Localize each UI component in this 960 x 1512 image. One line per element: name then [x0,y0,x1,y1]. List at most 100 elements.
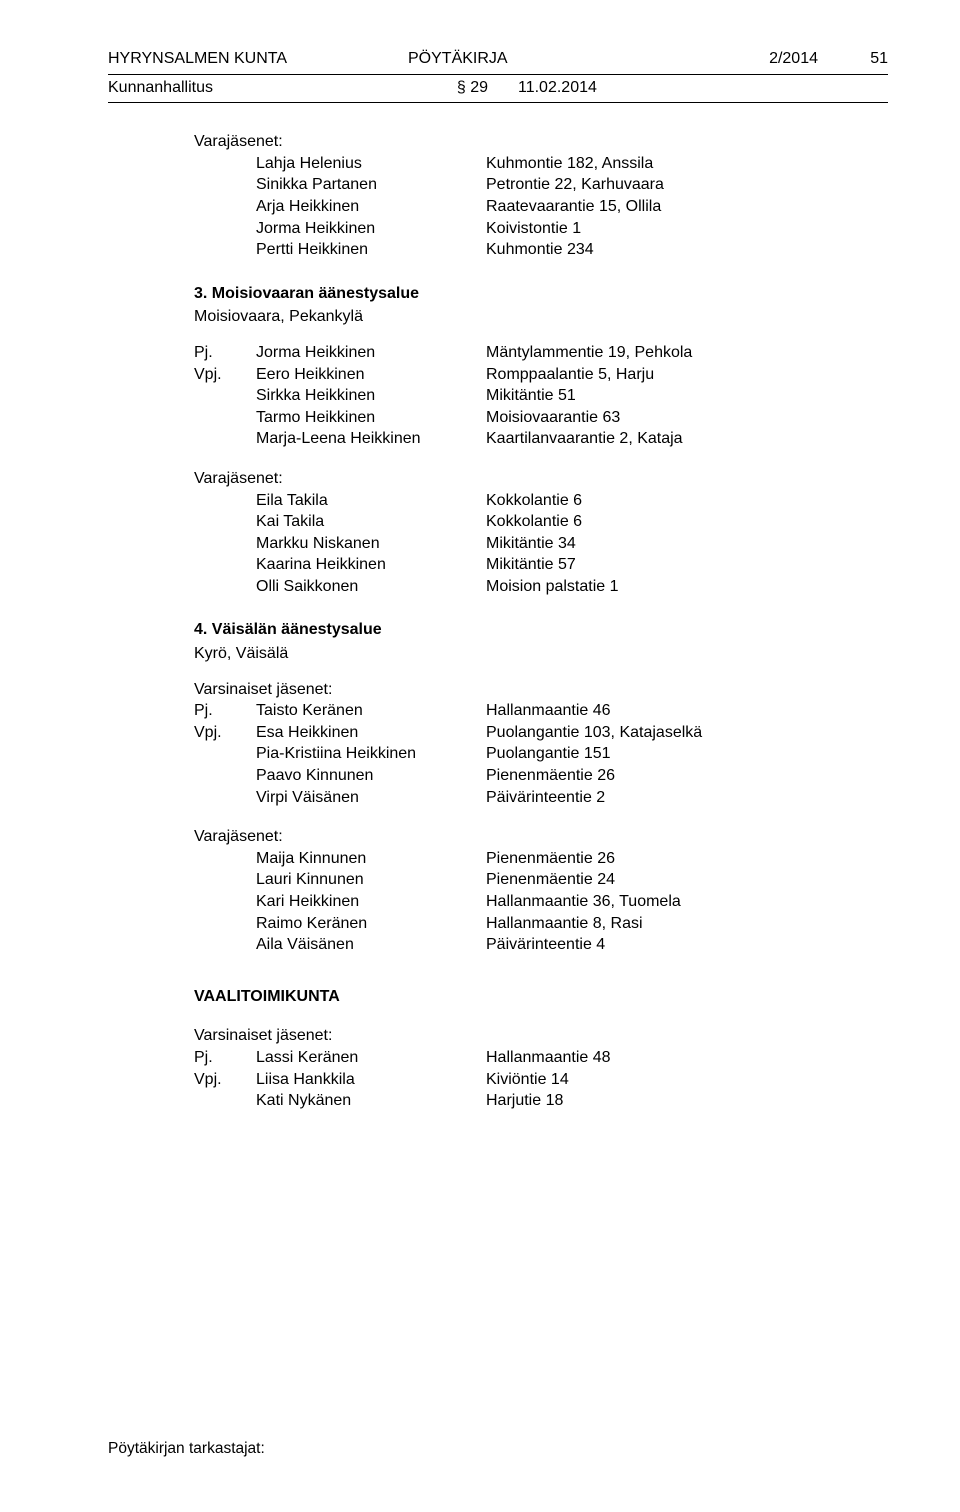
member-name: Virpi Väisänen [256,787,486,809]
section-title: 3. Moisiovaaran äänestysalue [194,283,888,305]
list-item: Maija KinnunenPienenmäentie 26 [194,848,888,870]
member-addr: Pienenmäentie 26 [486,848,888,870]
list-item: Eila TakilaKokkolantie 6 [194,490,888,512]
member-addr: Kokkolantie 6 [486,511,888,533]
member-addr: Hallanmaantie 46 [486,700,888,722]
member-addr: Päivärinteentie 4 [486,934,888,956]
member-addr: Kuhmontie 182, Anssila [486,153,888,175]
list-item: Olli SaikkonenMoision palstatie 1 [194,576,888,598]
varajasenet-top: Varajäsenet: Lahja HeleniusKuhmontie 182… [194,131,888,261]
member-name: Sirkka Heikkinen [256,385,486,407]
member-addr: Petrontie 22, Karhuvaara [486,174,888,196]
list-item: Pj.Taisto KeränenHallanmaantie 46 [194,700,888,722]
member-addr: Harjutie 18 [486,1090,888,1112]
list-item: Lauri KinnunenPienenmäentie 24 [194,869,888,891]
subheader-body: Kunnanhallitus [108,77,398,99]
member-addr: Kaartilanvaarantie 2, Kataja [486,428,888,450]
member-name: Jorma Heikkinen [256,342,486,364]
member-addr: Moision palstatie 1 [486,576,888,598]
member-name: Kai Takila [256,511,486,533]
member-name: Sinikka Partanen [256,174,486,196]
section-subtitle: Kyrö, Väisälä [194,643,888,665]
list-item: Markku NiskanenMikitäntie 34 [194,533,888,555]
list-item: Arja HeikkinenRaatevaarantie 15, Ollila [194,196,888,218]
member-name: Eero Heikkinen [256,364,486,386]
member-name: Marja-Leena Heikkinen [256,428,486,450]
member-addr: Romppaalantie 5, Harju [486,364,888,386]
varsinaiset-label: Varsinaiset jäsenet: [194,679,888,701]
member-addr: Pienenmäentie 26 [486,765,888,787]
member-role: Pj. [194,1047,256,1069]
header-row: HYRYNSALMEN KUNTA PÖYTÄKIRJA 2/2014 51 [108,48,888,70]
member-name: Pertti Heikkinen [256,239,486,261]
vara-label: Varajäsenet: [194,468,888,490]
list-item: Kati NykänenHarjutie 18 [194,1090,888,1112]
member-addr: Hallanmaantie 36, Tuomela [486,891,888,913]
member-addr: Kiviöntie 14 [486,1069,888,1091]
member-name: Paavo Kinnunen [256,765,486,787]
member-role [194,743,256,765]
header-num: 2/2014 [688,48,818,70]
member-addr: Päivärinteentie 2 [486,787,888,809]
member-addr: Puolangantie 151 [486,743,888,765]
member-addr: Mikitäntie 57 [486,554,888,576]
member-name: Jorma Heikkinen [256,218,486,240]
member-addr: Mikitäntie 34 [486,533,888,555]
member-name: Kati Nykänen [256,1090,486,1112]
list-item: Tarmo HeikkinenMoisiovaarantie 63 [194,407,888,429]
list-item: Raimo KeränenHallanmaantie 8, Rasi [194,913,888,935]
member-addr: Mäntylammentie 19, Pehkola [486,342,888,364]
member-name: Arja Heikkinen [256,196,486,218]
list-item: Pia-Kristiina HeikkinenPuolangantie 151 [194,743,888,765]
member-name: Kari Heikkinen [256,891,486,913]
page: HYRYNSALMEN KUNTA PÖYTÄKIRJA 2/2014 51 K… [0,0,960,1512]
list-item: Lahja HeleniusKuhmontie 182, Anssila [194,153,888,175]
list-item: Sirkka HeikkinenMikitäntie 51 [194,385,888,407]
member-addr: Puolangantie 103, Katajaselkä [486,722,888,744]
member-role [194,407,256,429]
member-name: Taisto Keränen [256,700,486,722]
member-role [194,385,256,407]
list-item: Aila VäisänenPäivärinteentie 4 [194,934,888,956]
member-name: Liisa Hankkila [256,1069,486,1091]
section-4: 4. Väisälän äänestysalue Kyrö, Väisälä V… [194,619,888,955]
member-addr: Kuhmontie 234 [486,239,888,261]
member-name: Markku Niskanen [256,533,486,555]
section-3: 3. Moisiovaaran äänestysalue Moisiovaara… [194,283,888,598]
member-addr: Moisiovaarantie 63 [486,407,888,429]
member-addr: Pienenmäentie 24 [486,869,888,891]
subheader-row: Kunnanhallitus § 29 11.02.2014 [108,77,888,99]
member-name: Raimo Keränen [256,913,486,935]
member-role [194,765,256,787]
subheader-section: § 29 [398,77,488,99]
header-org: HYRYNSALMEN KUNTA [108,48,408,70]
member-name: Eila Takila [256,490,486,512]
list-item: Virpi VäisänenPäivärinteentie 2 [194,787,888,809]
list-item: Vpj.Esa HeikkinenPuolangantie 103, Kataj… [194,722,888,744]
divider [108,74,888,75]
member-name: Maija Kinnunen [256,848,486,870]
list-item: Kai TakilaKokkolantie 6 [194,511,888,533]
list-item: Pertti HeikkinenKuhmontie 234 [194,239,888,261]
member-addr: Kokkolantie 6 [486,490,888,512]
divider [108,102,888,103]
list-item: Jorma HeikkinenKoivistontie 1 [194,218,888,240]
member-name: Tarmo Heikkinen [256,407,486,429]
member-addr: Hallanmaantie 48 [486,1047,888,1069]
member-name: Lassi Keränen [256,1047,486,1069]
list-item: Sinikka PartanenPetrontie 22, Karhuvaara [194,174,888,196]
list-item: Kaarina HeikkinenMikitäntie 57 [194,554,888,576]
member-role: Vpj. [194,722,256,744]
member-name: Kaarina Heikkinen [256,554,486,576]
member-role: Vpj. [194,364,256,386]
member-role: Vpj. [194,1069,256,1091]
vara-label: Varajäsenet: [194,826,888,848]
section-title: 4. Väisälän äänestysalue [194,619,888,641]
list-item: Marja-Leena HeikkinenKaartilanvaarantie … [194,428,888,450]
member-role: Pj. [194,342,256,364]
list-item: Pj.Lassi KeränenHallanmaantie 48 [194,1047,888,1069]
member-role [194,1090,256,1112]
subheader-date: 11.02.2014 [488,77,888,99]
vaalitoimikunta: VAALITOIMIKUNTA Varsinaiset jäsenet: Pj.… [194,986,888,1112]
member-addr: Mikitäntie 51 [486,385,888,407]
